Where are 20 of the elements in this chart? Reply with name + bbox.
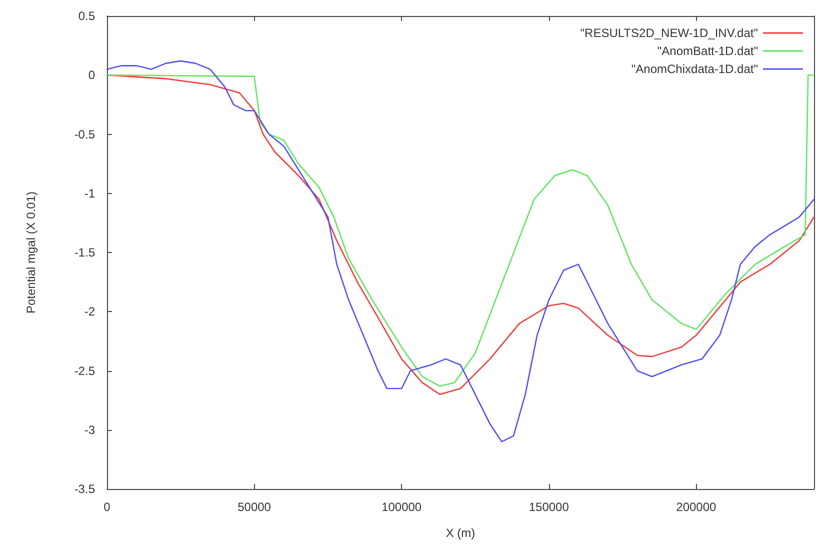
y-tick-label: -1 [84, 186, 96, 200]
legend-label: "RESULTS2D_NEW-1D_INV.dat" [580, 26, 758, 40]
x-tick-label: 100000 [382, 500, 422, 514]
x-tick-label: 200000 [676, 500, 717, 514]
x-tick-label: 150000 [528, 500, 570, 514]
legend-label: "AnomBatt-1D.dat" [657, 44, 758, 58]
y-tick-label: -3.5 [74, 482, 96, 496]
y-tick-label: -3 [84, 422, 96, 437]
x-axis-title: X (m) [446, 526, 476, 540]
y-tick-label: 0 [88, 68, 96, 82]
x-tick-label: 0 [104, 500, 111, 514]
legend-label: "AnomChixdata-1D.dat" [631, 62, 758, 76]
y-tick-label: -0.5 [74, 127, 96, 142]
y-axis-title: Potential mgal (X 0.01) [24, 191, 38, 314]
line-series [106, 60, 815, 442]
y-tick-label: -2.5 [74, 364, 96, 378]
x-tick-label: 50000 [238, 500, 272, 514]
y-tick-label: -1.5 [74, 246, 96, 260]
y-tick-label: 0.5 [78, 9, 96, 23]
y-tick-label: -2 [84, 304, 96, 319]
